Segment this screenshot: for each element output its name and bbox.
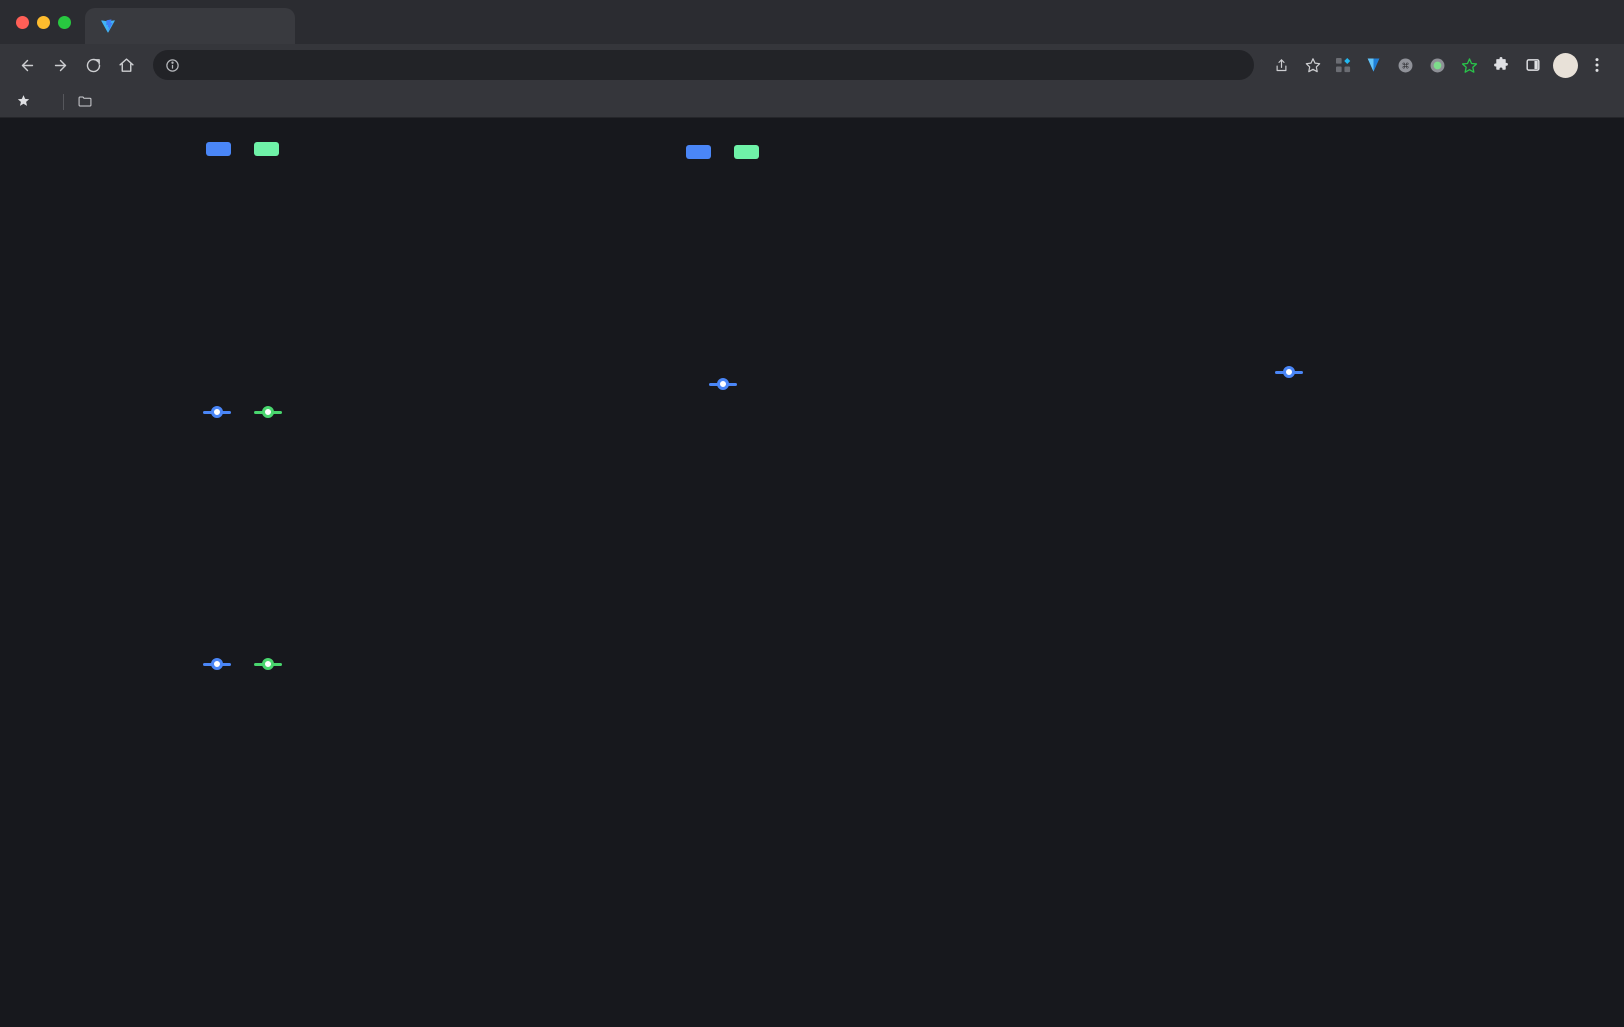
chart-area-single (966, 365, 1618, 625)
back-icon[interactable] (12, 50, 42, 80)
dashboard-grid (0, 132, 1624, 885)
svg-text:⌘: ⌘ (1401, 61, 1409, 70)
legend-swatch-data1 (686, 145, 711, 159)
page-viewport (0, 118, 1624, 1027)
line-gradient-plot (492, 397, 892, 602)
legend-swatch-data1 (708, 378, 737, 390)
legend-item-data1[interactable] (203, 658, 238, 670)
minimize-window-button[interactable] (37, 15, 50, 29)
legend-item-data1[interactable] (708, 378, 744, 390)
home-icon[interactable] (111, 50, 141, 80)
close-tab-button[interactable] (267, 16, 287, 36)
forward-icon[interactable] (45, 50, 75, 80)
window-controls (10, 0, 79, 44)
avatar-emoji-glyph (1552, 52, 1578, 78)
close-window-button[interactable] (16, 15, 29, 29)
donut-plot (621, 663, 831, 873)
chart-area-two-series (6, 625, 486, 885)
legend-line-two-series (6, 401, 486, 423)
progress-axis (1018, 168, 1618, 188)
legend-item-data1[interactable] (203, 406, 238, 418)
puzzle-icon[interactable] (1486, 50, 1516, 80)
legend-item-data2[interactable] (734, 145, 766, 159)
legend-item-data2[interactable] (254, 142, 286, 156)
legend-swatch-data1 (203, 406, 231, 418)
area-two-series-plot (78, 677, 518, 877)
extension-badge-icon[interactable] (1330, 52, 1356, 78)
legend-area-single (966, 361, 1618, 383)
legend-swatch-data2 (734, 145, 759, 159)
legend-swatch-data1 (206, 142, 231, 156)
legend-swatch-data2 (254, 406, 282, 418)
profile-avatar[interactable] (1550, 50, 1580, 80)
legend-item-data1[interactable] (1274, 366, 1310, 378)
star-icon (17, 94, 30, 110)
bookmarks-bar (0, 86, 1624, 118)
share-icon[interactable] (1266, 50, 1296, 80)
legend-swatch-data1 (203, 658, 231, 670)
chart-line-two-series (6, 365, 486, 625)
chart-progress-bars (966, 138, 1618, 365)
legend-item-data1[interactable] (206, 142, 238, 156)
legend-swatch-data2 (254, 658, 282, 670)
address-bar[interactable] (153, 50, 1254, 80)
maximize-window-button[interactable] (58, 15, 71, 29)
bar-vertical-plot (6, 162, 476, 362)
folder-icon (78, 96, 92, 107)
bookmark-star-icon[interactable] (1298, 50, 1328, 80)
donut-wrapper (486, 663, 966, 873)
chart-line-gradient (486, 365, 966, 625)
bookmarks-divider (63, 93, 64, 110)
legend-item-data1[interactable] (686, 145, 718, 159)
other-bookmarks-folder[interactable] (71, 93, 104, 110)
legend-donut (486, 639, 966, 661)
progress-rows (966, 138, 1618, 154)
command-circle-icon[interactable]: ⌘ (1390, 50, 1420, 80)
toolbar-icon-group: ⌘ (1266, 50, 1612, 80)
legend-bar-horizontal (486, 141, 966, 163)
green-star-icon[interactable] (1454, 50, 1484, 80)
area-single-plot (984, 385, 1384, 590)
chart-bar-vertical (6, 138, 486, 365)
legend-line-gradient (486, 373, 966, 395)
new-tab-button[interactable] (305, 12, 333, 40)
chart-bar-horizontal (486, 138, 966, 365)
chrome-menu-icon[interactable] (1582, 50, 1612, 80)
page-title (0, 118, 1624, 132)
diamond-icon[interactable] (1358, 50, 1388, 80)
legend-item-data2[interactable] (254, 406, 289, 418)
vite-logo-icon (99, 18, 116, 35)
reload-icon[interactable] (78, 50, 108, 80)
legend-swatch-data2 (254, 142, 279, 156)
legend-area-two-series (6, 653, 486, 675)
tabstrip-right-controls (1610, 0, 1624, 44)
legend-item-data2[interactable] (254, 658, 289, 670)
legend-bar-vertical (6, 138, 486, 160)
site-info-icon[interactable] (165, 58, 180, 73)
gauge-plot (1167, 630, 1417, 880)
green-circle-icon[interactable] (1422, 50, 1452, 80)
browser-toolbar: ⌘ (0, 44, 1624, 86)
gauge-wrapper (966, 625, 1618, 885)
browser-tab[interactable] (85, 8, 295, 44)
legend-swatch-data1 (1274, 366, 1303, 378)
chart-gauge (966, 625, 1618, 885)
bar-horizontal-plot (506, 165, 926, 365)
line-two-series-plot (24, 425, 464, 625)
side-panel-icon[interactable] (1518, 50, 1548, 80)
tab-strip (0, 0, 1624, 44)
chart-donut (486, 625, 966, 885)
bookmark-manager-button[interactable] (10, 91, 42, 113)
